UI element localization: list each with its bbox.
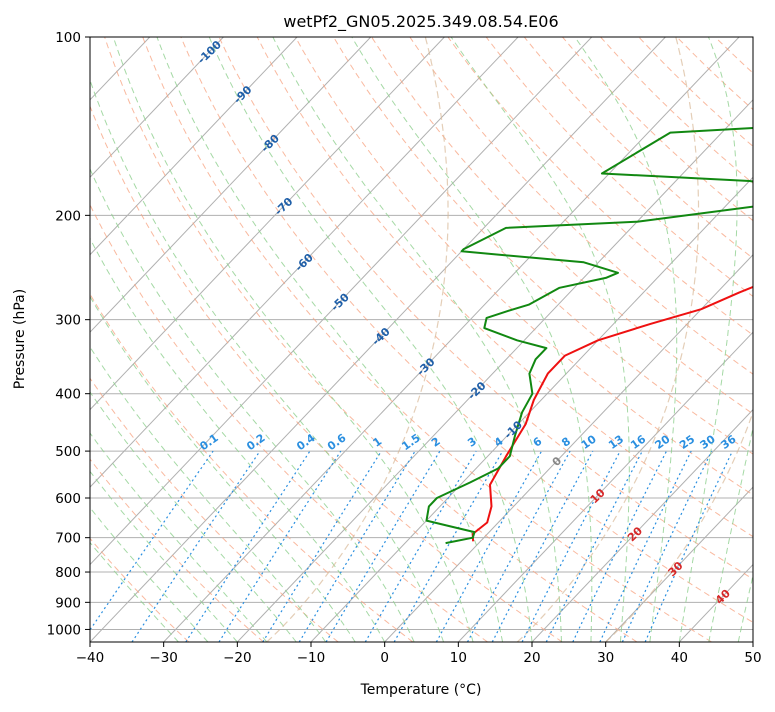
y-tick-label: 400 — [55, 387, 81, 403]
y-tick-label: 1000 — [47, 622, 81, 638]
y-tick-label: 300 — [55, 313, 81, 329]
x-tick-label: −40 — [76, 650, 105, 666]
x-tick-label: −20 — [223, 650, 252, 666]
x-tick-label: −30 — [149, 650, 178, 666]
x-axis-label: Temperature (°C) — [360, 682, 482, 698]
y-tick-label: 600 — [55, 491, 81, 507]
x-tick-label: 10 — [450, 650, 467, 666]
y-tick-label: 800 — [55, 565, 81, 581]
y-tick-label: 900 — [55, 595, 81, 611]
y-axis-label: Pressure (hPa) — [12, 289, 28, 389]
y-tick-label: 500 — [55, 444, 81, 460]
y-tick-label: 100 — [55, 30, 81, 46]
x-tick-label: −10 — [297, 650, 326, 666]
chart-title: wetPf2_GN05.2025.349.08.54.E06 — [283, 12, 558, 32]
y-tick-label: 700 — [55, 531, 81, 547]
x-tick-label: 50 — [744, 650, 761, 666]
x-tick-label: 40 — [671, 650, 688, 666]
x-tick-label: 0 — [380, 650, 389, 666]
x-tick-label: 20 — [523, 650, 540, 666]
x-tick-label: 30 — [597, 650, 614, 666]
y-tick-label: 200 — [55, 208, 81, 224]
